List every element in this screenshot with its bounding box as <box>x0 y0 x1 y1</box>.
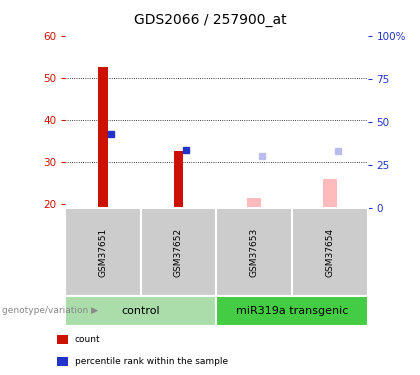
Bar <box>323 178 336 208</box>
Text: GDS2066 / 257900_at: GDS2066 / 257900_at <box>134 13 286 27</box>
Bar <box>247 198 261 208</box>
Text: count: count <box>75 335 100 344</box>
Text: control: control <box>121 306 160 316</box>
Text: GSM37652: GSM37652 <box>174 228 183 277</box>
Text: percentile rank within the sample: percentile rank within the sample <box>75 357 228 366</box>
Text: GSM37651: GSM37651 <box>98 228 108 277</box>
Text: miR319a transgenic: miR319a transgenic <box>236 306 348 316</box>
Bar <box>98 67 108 208</box>
Text: GSM37654: GSM37654 <box>325 228 334 277</box>
Bar <box>173 152 184 208</box>
Text: GSM37653: GSM37653 <box>249 228 259 277</box>
Text: genotype/variation ▶: genotype/variation ▶ <box>2 306 98 315</box>
